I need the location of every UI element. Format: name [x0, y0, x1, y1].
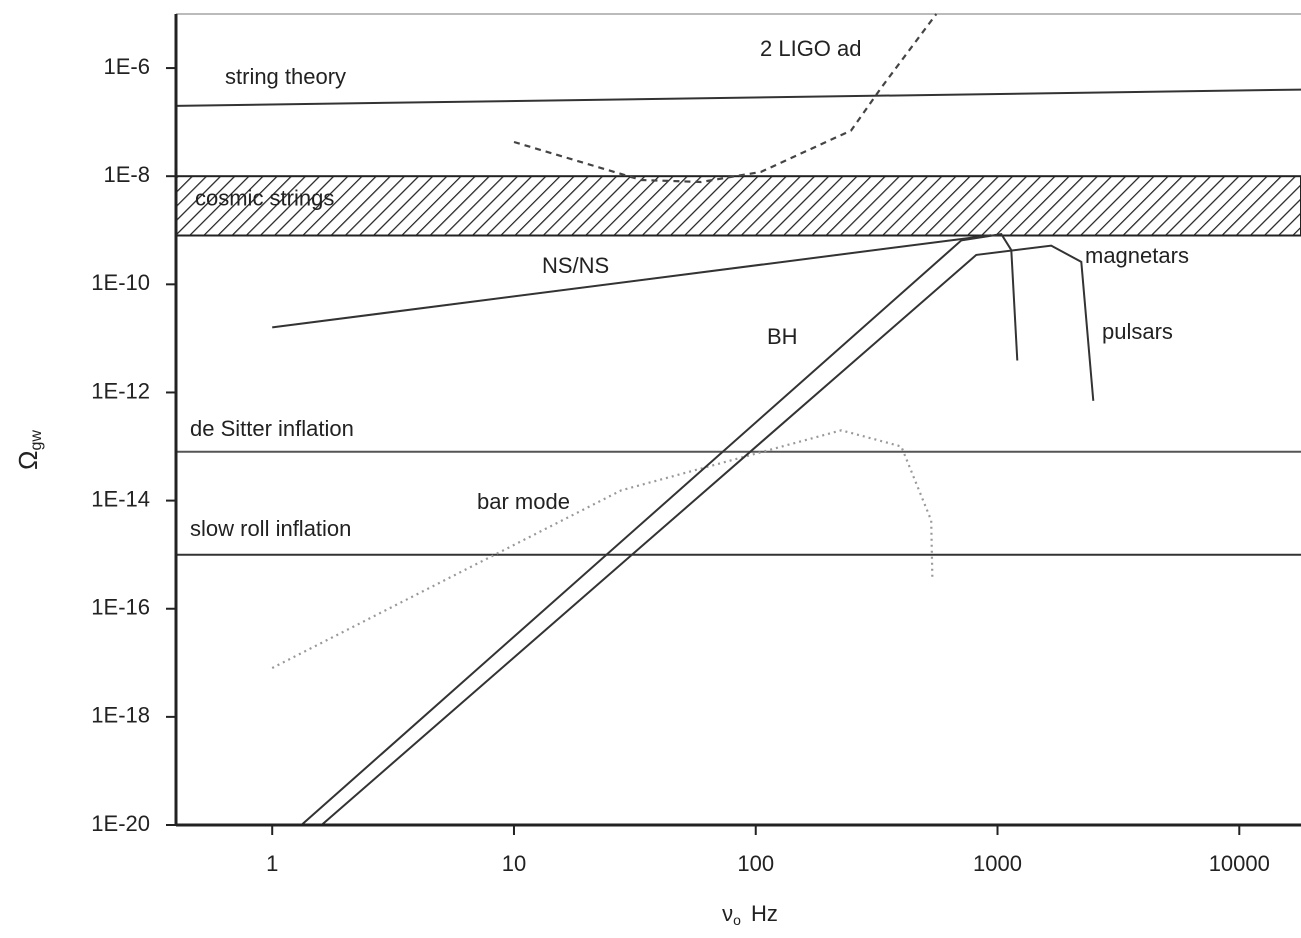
annotation: pulsars	[1102, 319, 1173, 344]
y-tick-label: 1E-18	[91, 703, 150, 728]
x-tick-label: 1	[266, 851, 278, 876]
y-tick-label: 1E-20	[91, 811, 150, 836]
band	[175, 175, 1301, 237]
series-label: de Sitter inflation	[190, 416, 354, 441]
y-tick-label: 1E-10	[91, 270, 150, 295]
annotation: BH	[767, 324, 798, 349]
x-tick-label: 10000	[1209, 851, 1270, 876]
x-tick-label: 100	[737, 851, 774, 876]
series-line	[513, 13, 938, 184]
series-label: string theory	[225, 64, 346, 89]
series-label: bar mode	[477, 489, 570, 514]
series-line	[300, 233, 1019, 826]
series-line	[271, 429, 934, 669]
series-label: NS/NS	[542, 253, 609, 278]
y-tick-label: 1E-14	[91, 486, 150, 511]
y-tick-label: 1E-8	[104, 162, 150, 187]
x-axis-label: νo Hz	[722, 901, 778, 928]
series-label: slow roll inflation	[190, 516, 351, 541]
y-tick-label: 1E-6	[104, 54, 150, 79]
series-line	[272, 234, 992, 329]
y-tick-label: 1E-12	[91, 378, 150, 403]
y-tick-label: 1E-16	[91, 595, 150, 620]
band-label: cosmic strings	[195, 186, 334, 211]
annotation: magnetars	[1085, 243, 1189, 268]
series-line	[175, 88, 1301, 107]
series-line	[320, 244, 1095, 826]
y-axis-label: Ωgw	[13, 430, 45, 470]
x-tick-label: 1000	[973, 851, 1022, 876]
x-tick-label: 10	[502, 851, 526, 876]
series-label: 2 LIGO ad	[760, 36, 862, 61]
